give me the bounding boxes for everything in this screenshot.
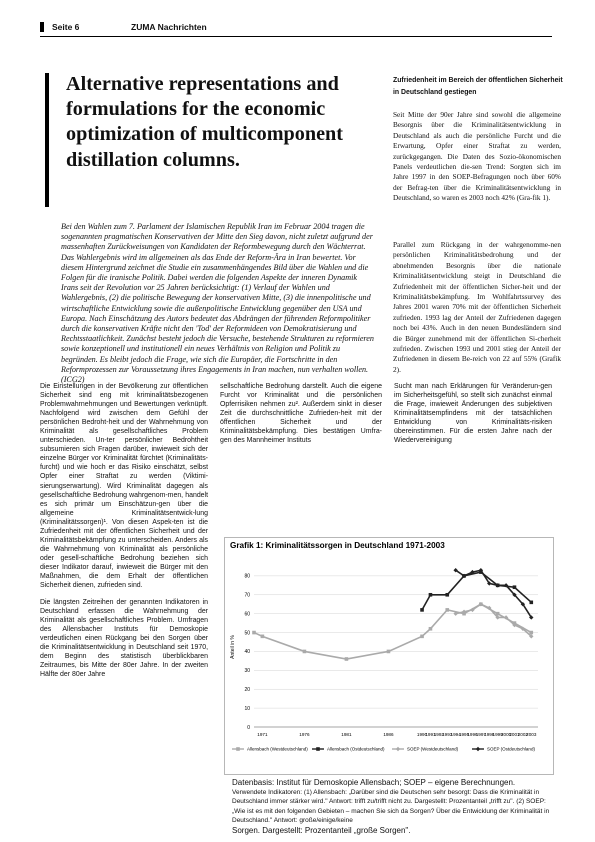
header-marker (40, 22, 44, 32)
page-number: Seite 6 (52, 22, 80, 32)
data-point (495, 583, 500, 588)
sidebar-heading: Zufriedenheit im Bereich der öffentliche… (393, 77, 563, 97)
data-point (445, 592, 450, 597)
data-point (503, 615, 509, 620)
y-tick-label: 80 (244, 574, 250, 580)
data-point (260, 634, 265, 639)
data-point (344, 657, 349, 661)
y-tick-label: 70 (244, 593, 250, 599)
x-tick-label: 1995 (459, 732, 470, 737)
column-3-paragraph-1: Sucht man nach Erklärungen für Veränderu… (394, 383, 552, 445)
data-point (529, 600, 534, 605)
data-point (487, 605, 492, 611)
data-point (495, 615, 500, 620)
data-point (420, 608, 424, 612)
x-tick-label: 1990 (417, 732, 428, 737)
x-tick-label: 2001 (509, 732, 520, 737)
caption-presented: Sorgen. Dargestellt: Prozentanteil „groß… (232, 825, 411, 835)
series-line (455, 603, 532, 637)
data-point (487, 581, 492, 586)
y-tick-label: 10 (244, 706, 250, 712)
legend-label: SOEP (Ostdeutschland) (487, 747, 535, 752)
x-tick-label: 1992 (434, 732, 445, 737)
x-tick-label: 1991 (425, 732, 436, 737)
column-3: Sucht man nach Erklärungen für Veränderu… (394, 382, 552, 453)
data-point (470, 607, 475, 613)
data-point (512, 622, 517, 628)
data-point (316, 747, 320, 751)
y-tick-label: 20 (244, 687, 250, 693)
x-tick-label: 1997 (476, 732, 487, 737)
abstract: Bei den Wahlen zum 7. Parlament der Isla… (61, 222, 374, 385)
chart-frame (224, 537, 554, 775)
data-point (495, 611, 500, 616)
caption-source: Datenbasis: Institut für Demoskopie Alle… (232, 778, 516, 787)
y-tick-label: 0 (247, 725, 250, 731)
x-tick-label: 1999 (493, 732, 504, 737)
x-tick-label: 1993 (442, 732, 453, 737)
data-point (428, 626, 433, 631)
chart-caption: Datenbasis: Institut für Demoskopie Alle… (232, 778, 552, 836)
column-1-paragraph-1: Die Einstellungen in der Bevölkerung zur… (40, 383, 208, 590)
data-point (420, 634, 424, 639)
x-tick-label: 2003 (526, 732, 537, 737)
y-tick-label: 50 (244, 630, 250, 636)
x-tick-label: 2000 (501, 732, 512, 737)
data-point (236, 747, 240, 751)
publication-name: ZUMA Nachrichten (131, 22, 207, 32)
x-tick-label: 1994 (451, 732, 462, 737)
data-point (512, 585, 517, 590)
x-tick-label: 1976 (299, 732, 310, 737)
x-tick-label: 1998 (484, 732, 495, 737)
column-1: Die Einstellungen in der Bevölkerung zur… (40, 382, 208, 688)
data-point (445, 608, 450, 612)
line-chart: Grafik 1: Kriminalitätssorgen in Deutsch… (224, 537, 554, 775)
data-point (252, 630, 256, 635)
column-2-paragraph-1: sellschaftliche Bedrohung darstellt. Auc… (220, 383, 382, 445)
x-tick-label: 1986 (383, 732, 394, 737)
article-title: Alternative representations and formulat… (66, 73, 344, 171)
page-header: Seite 6 ZUMA Nachrichten (40, 20, 552, 37)
y-tick-label: 30 (244, 668, 250, 674)
data-point (529, 615, 534, 620)
x-tick-label: 1981 (341, 732, 352, 737)
x-tick-label: 1971 (257, 732, 268, 737)
data-point (395, 746, 401, 752)
series-line (455, 569, 532, 618)
legend-label: Allensbach (Westdeutschland) (247, 747, 308, 752)
caption-indicators: Verwendete Indikatoren: (1) Allensbach: … (232, 788, 550, 825)
data-point (428, 592, 433, 597)
title-bar (45, 73, 49, 207)
sidebar-paragraph-2: Parallel zum Rückgang in der wahrgenomme… (393, 240, 561, 374)
x-tick-label: 2002 (518, 732, 529, 737)
legend-label: Allensbach (Ostdeutschland) (327, 747, 385, 752)
data-point (475, 746, 481, 752)
y-tick-label: 40 (244, 649, 250, 655)
data-point (529, 630, 534, 635)
chart-title: Grafik 1: Kriminalitätssorgen in Deutsch… (230, 541, 445, 550)
column-2: sellschaftliche Bedrohung darstellt. Auc… (220, 382, 382, 453)
y-axis-label: Anteil in % (230, 635, 236, 659)
sidebar-paragraph-1: Seit Mitte der 90er Jahre sind sowohl di… (393, 110, 561, 203)
data-point (302, 649, 307, 654)
y-tick-label: 60 (244, 611, 250, 617)
legend-label: SOEP (Westdeutschland) (407, 747, 459, 752)
x-tick-label: 1996 (467, 732, 478, 737)
data-point (386, 649, 391, 654)
column-1-paragraph-2: Die längsten Zeitreihen der genannten In… (40, 599, 208, 679)
header-rule (40, 36, 552, 37)
